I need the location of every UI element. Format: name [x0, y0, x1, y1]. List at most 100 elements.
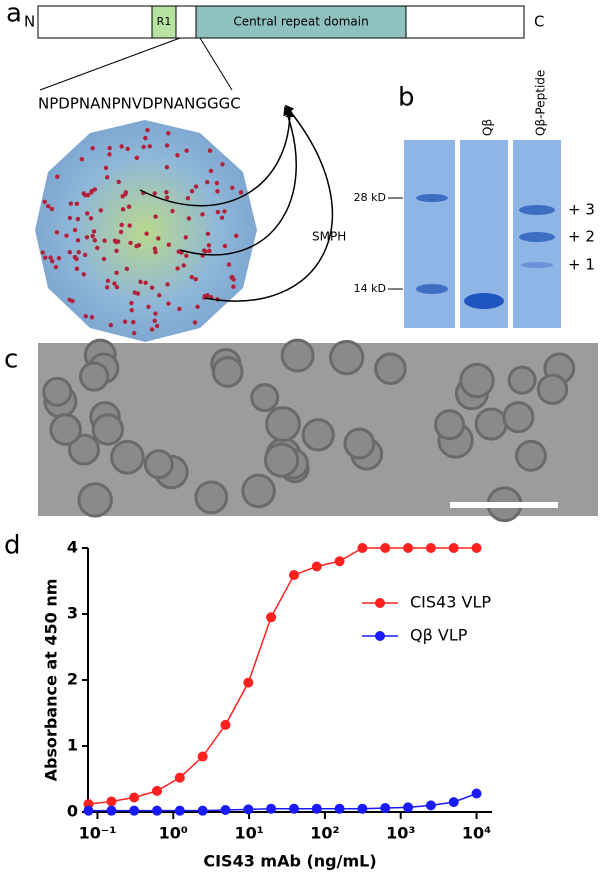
data-point [243, 804, 254, 815]
data-point [129, 805, 140, 816]
surface-dot [185, 196, 191, 201]
surface-dot [166, 301, 171, 306]
surface-dot [164, 143, 170, 148]
particle [77, 482, 113, 518]
scale-bar [450, 502, 558, 508]
surface-dot [79, 157, 85, 162]
surface-dot [56, 255, 62, 261]
surface-dot [189, 189, 195, 194]
data-point [152, 785, 163, 796]
particle [536, 373, 569, 406]
data-point [220, 805, 231, 816]
surface-dot [128, 240, 133, 246]
surface-dot [215, 189, 220, 194]
surface-dot [134, 244, 139, 249]
particle [280, 338, 315, 373]
surface-dot [164, 189, 169, 195]
y-tick-label: 2 [67, 670, 78, 689]
surface-dot [230, 274, 235, 280]
surface-dot [85, 211, 90, 216]
data-point [403, 802, 414, 813]
data-point [403, 543, 414, 553]
surface-dot [138, 279, 143, 285]
surface-dot [43, 255, 48, 260]
vlp-shape [35, 120, 257, 342]
surface-dot [129, 308, 134, 313]
surface-dot [124, 266, 130, 272]
surface-dot [132, 290, 138, 295]
surface-dot [67, 215, 73, 221]
x-tick-label: 10⁻¹ [79, 824, 117, 843]
surface-dot [205, 179, 210, 185]
surface-dot [105, 278, 111, 284]
particle [79, 361, 110, 392]
c-term: C [534, 13, 544, 31]
surface-dot [76, 250, 81, 255]
r1-box [151, 5, 177, 39]
arrow [139, 108, 295, 207]
surface-dot [226, 262, 232, 267]
particle [143, 449, 174, 480]
surface-dot [75, 216, 81, 222]
particle [241, 473, 276, 509]
surface-dot [184, 253, 189, 259]
surface-dot [120, 194, 125, 199]
surface-dot [127, 223, 132, 228]
x-tick-label: 10¹ [234, 824, 263, 843]
n-term: N [24, 13, 35, 31]
y-tick-label: 0 [67, 802, 78, 821]
surface-dot [192, 320, 198, 325]
surface-dot [146, 304, 151, 309]
surface-dot [177, 306, 182, 312]
surface-dot [165, 282, 170, 287]
vlp-model [35, 120, 257, 342]
arrow [204, 104, 334, 302]
data-point [448, 797, 459, 808]
particle [434, 409, 466, 441]
lane-label: Qβ-Peptide [534, 70, 548, 136]
chart: 0 1 2 3 4 10⁻¹ 10⁰ 10¹ 10² 10³ 10⁴ CIS43 mAb (ng/mL… [42, 538, 492, 871]
surface-dot [48, 255, 53, 260]
x-tick-label: 10³ [386, 824, 415, 843]
surface-dot [220, 162, 225, 167]
data-point [174, 805, 185, 816]
surface-dot [83, 313, 88, 319]
surface-dot [104, 175, 110, 180]
surface-dot [176, 249, 181, 254]
surface-dot [207, 148, 213, 153]
particle [91, 413, 125, 446]
surface-dot [95, 245, 100, 251]
band [519, 232, 555, 242]
surface-dot [125, 146, 130, 152]
central-box [195, 5, 407, 39]
y-tick-label: 3 [67, 604, 78, 623]
surface-dot [166, 242, 172, 247]
particle [374, 352, 407, 386]
surface-dot [202, 293, 207, 299]
data-point [220, 719, 231, 730]
surface-dot [112, 281, 117, 286]
surface-dot [118, 229, 124, 235]
panel-label: b [398, 83, 415, 113]
marker-band [416, 284, 448, 294]
data-point [266, 612, 277, 623]
particle [110, 439, 145, 475]
series-line [88, 547, 477, 805]
data-point [152, 805, 163, 816]
surface-dot [67, 250, 73, 255]
band [464, 293, 504, 309]
marker-label: 14 kD [354, 282, 386, 295]
surface-dot [222, 243, 228, 249]
x-tick-label: 10² [310, 824, 339, 843]
panel-label: c [4, 345, 18, 375]
surface-dot [152, 246, 158, 251]
data-point [380, 543, 391, 553]
legend-marker [375, 631, 385, 641]
surface-dot [193, 276, 198, 282]
surface-dot [74, 256, 79, 262]
surface-dot [143, 135, 148, 141]
surface-dot [116, 179, 121, 185]
arrow [179, 106, 297, 256]
